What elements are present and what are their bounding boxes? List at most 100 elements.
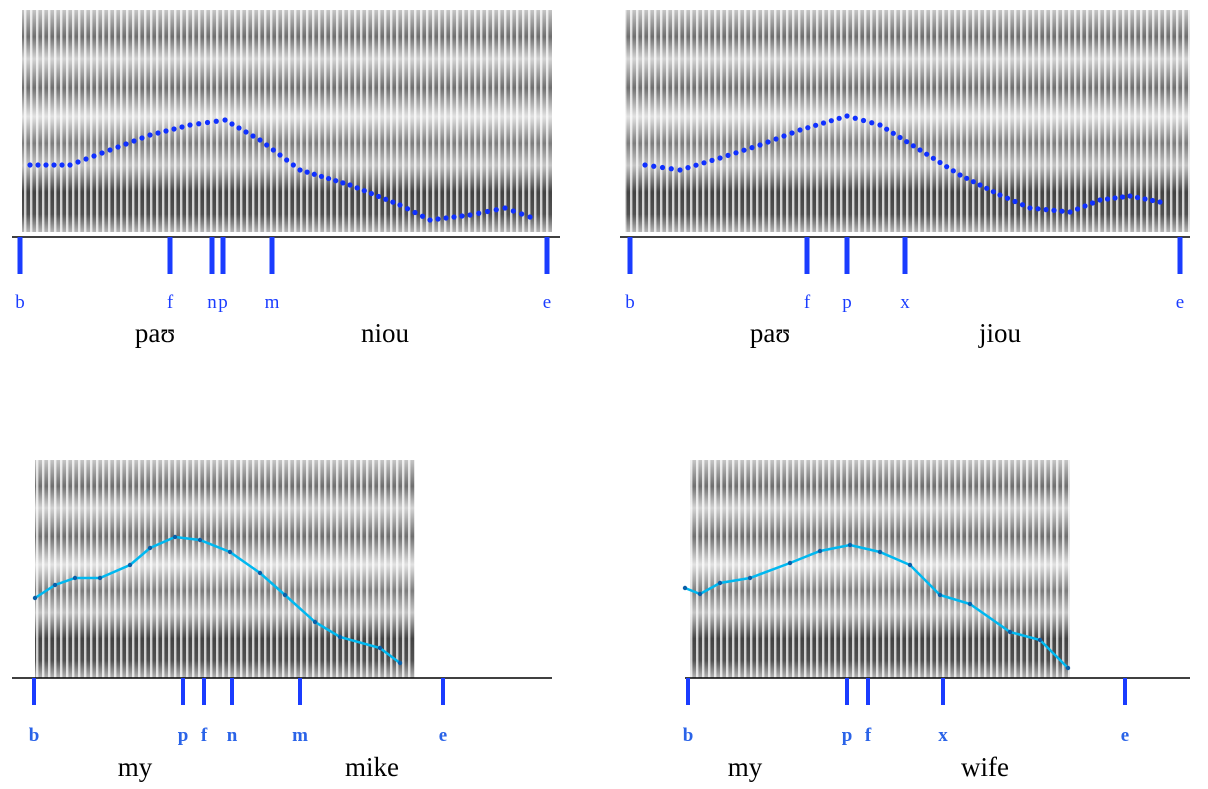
pitch-dot [419, 213, 426, 219]
boundary-marker [844, 237, 850, 274]
spectrogram-striae [690, 460, 1070, 678]
marker-label: f [865, 725, 872, 746]
pitch-dot [937, 159, 943, 166]
pitch-dot [97, 575, 103, 581]
pitch-dot [957, 172, 963, 178]
pitch-dot [172, 534, 178, 540]
pitch-dot [99, 150, 105, 156]
boundary-marker [902, 237, 908, 274]
pitch-dot [924, 151, 930, 157]
pitch-dot [284, 157, 290, 163]
pitch-dot [797, 127, 803, 133]
pitch-dot [1027, 205, 1033, 211]
pitch-dot [944, 164, 950, 170]
pitch-dot [847, 542, 853, 548]
pitch-dot [964, 175, 970, 181]
pitch-dot [147, 132, 153, 138]
marker-label: m [292, 725, 308, 746]
pitch-dot [340, 180, 346, 186]
pitch-dot [270, 147, 276, 153]
pitch-dot [43, 162, 49, 168]
pitch-dot [1134, 194, 1141, 201]
pitch-dot [1019, 202, 1026, 208]
pitch-dot [869, 120, 875, 126]
pitch-dot [828, 118, 834, 124]
pitch-dot [368, 190, 375, 197]
pitch-dot [1104, 196, 1111, 202]
pitch-dot [227, 549, 233, 555]
pitch-dot [741, 147, 747, 153]
pitch-dot [383, 196, 389, 202]
pitch-dot [668, 166, 674, 172]
pitch-dot [967, 601, 973, 607]
pitch-dot [725, 152, 731, 158]
spectrogram-striae [625, 10, 1190, 232]
boundary-marker [686, 678, 690, 705]
pitch-dot [651, 163, 657, 169]
pitch-dot [427, 217, 433, 223]
pitch-dot [897, 134, 903, 141]
pitch-dot [197, 537, 203, 543]
pitch-dot [397, 660, 403, 666]
pitch-dot [510, 208, 516, 214]
pitch-dot [304, 169, 310, 175]
pitch-dot [318, 173, 325, 180]
pitch-dot [693, 162, 699, 168]
pitch-dot [312, 619, 318, 625]
pitch-dot [677, 167, 683, 173]
pitch-dot [977, 182, 983, 188]
pitch-dot [52, 582, 58, 588]
pitch-dot [1082, 203, 1088, 209]
marker-label: e [543, 292, 551, 313]
pitch-dot [484, 208, 491, 215]
boundary-marker [627, 237, 633, 274]
pitch-dot [904, 139, 910, 145]
boundary-marker [209, 237, 215, 274]
pitch-dot [397, 202, 403, 208]
word-label: my [118, 752, 153, 782]
pitch-dot [412, 209, 418, 216]
pitch-dot [1051, 207, 1057, 213]
boundary-marker [230, 678, 234, 705]
pitch-dot [984, 185, 990, 191]
marker-label: x [900, 292, 910, 313]
pitch-dot [1059, 208, 1065, 214]
pitch-dot [67, 162, 73, 168]
pitch-dot [836, 115, 842, 121]
pitch-dot [860, 117, 867, 124]
pitch-dot [1089, 200, 1096, 206]
pitch-dot [930, 155, 936, 161]
pitch-dot [404, 206, 411, 212]
pitch-dot [155, 130, 161, 136]
marker-label: b [15, 292, 25, 313]
boundary-marker [1123, 678, 1127, 705]
pitch-dot [642, 162, 648, 168]
pitch-dot [757, 142, 763, 148]
pitch-dot [354, 185, 360, 191]
pitch-dot [264, 142, 270, 148]
pitch-dot [72, 575, 78, 581]
pitch-dot [75, 159, 81, 165]
pitch-dot [375, 193, 382, 200]
pitch-dot [139, 135, 145, 141]
pitch-dot [817, 548, 823, 554]
boundary-marker [1177, 237, 1183, 274]
pitch-dot [1127, 193, 1133, 199]
pitch-dot [459, 213, 465, 219]
marker-label: b [625, 292, 635, 313]
spectrogram-striae [35, 460, 415, 678]
pitch-dot [390, 199, 396, 205]
marker-label: e [439, 725, 447, 746]
pitch-dot [701, 160, 707, 166]
word-label: wife [961, 752, 1009, 782]
pitch-dot [1157, 199, 1163, 205]
pitch-dot [1074, 206, 1081, 212]
pitch-dot [59, 162, 65, 168]
pitch-dot [717, 155, 723, 161]
pitch-dot [527, 214, 533, 220]
pitch-dot [733, 150, 739, 156]
pitch-dot [1037, 637, 1043, 643]
boundary-marker [441, 678, 445, 705]
pitch-dot [917, 147, 923, 153]
